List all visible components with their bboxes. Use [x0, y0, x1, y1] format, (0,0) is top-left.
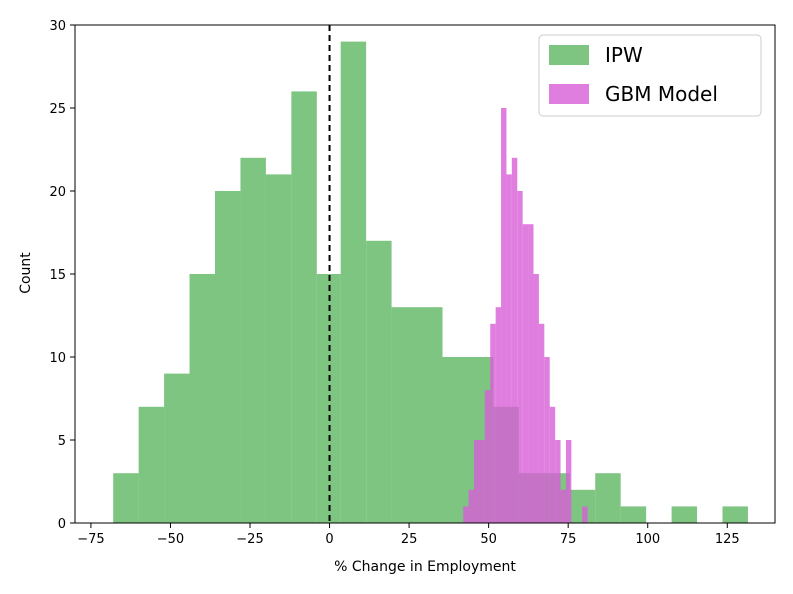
ipw-bar-5 — [240, 157, 266, 524]
legend-label-ipw: IPW — [605, 43, 643, 67]
gbm-bar-8 — [506, 174, 512, 523]
ipw-bar-17 — [620, 506, 647, 523]
y-axis-ticks: 0 5 10 15 20 25 30 — [49, 19, 75, 532]
x-tick-label: 100 — [635, 532, 660, 547]
x-tick-label: 0 — [325, 532, 333, 547]
gbm-bar-17 — [555, 440, 561, 523]
legend: IPW GBM Model — [538, 34, 762, 117]
ipw-bar-9 — [340, 41, 367, 523]
x-tick-label: 25 — [401, 532, 418, 547]
x-tick-label: −50 — [157, 532, 184, 547]
y-tick-label: 15 — [49, 268, 66, 283]
gbm-bar-1 — [468, 489, 474, 523]
gbm-bar-10 — [517, 191, 523, 523]
legend-label-gbm-model: GBM Model — [605, 82, 718, 106]
x-axis-ticks: −75 −50 −25 0 25 50 75 100 125 — [77, 523, 740, 547]
ipw-bar-16 — [595, 473, 621, 523]
ipw-bar-11 — [391, 307, 443, 523]
gbm-bar-2 — [474, 440, 480, 523]
y-tick-label: 30 — [49, 19, 66, 34]
x-tick-label: −75 — [77, 532, 104, 547]
gbm-bar-5 — [490, 323, 496, 523]
ipw-bar-6 — [265, 174, 292, 523]
ipw-bar-3 — [189, 274, 215, 523]
gbm-bar-3 — [479, 440, 485, 523]
y-tick-label: 0 — [58, 517, 66, 532]
ipw-bar-0 — [113, 473, 139, 523]
legend-swatch-ipw — [549, 45, 589, 65]
gbm-bar-14 — [538, 323, 545, 523]
ipw-bar-18 — [671, 506, 698, 523]
ipw-bar-1 — [138, 406, 165, 523]
gbm-bar-19 — [565, 440, 572, 523]
gbm-bar-7 — [501, 108, 507, 523]
x-tick-label: 50 — [480, 532, 497, 547]
ipw-bar-2 — [164, 373, 190, 523]
gbm-bars — [463, 108, 588, 524]
gbm-bar-18 — [560, 489, 566, 523]
gbm-bar-4 — [484, 390, 491, 523]
gbm-bar-9 — [511, 157, 518, 524]
y-tick-label: 5 — [58, 434, 66, 449]
ipw-bar-4 — [215, 191, 241, 523]
y-tick-label: 20 — [49, 185, 66, 200]
y-axis-label: Count — [18, 252, 34, 294]
gbm-bar-20 — [582, 506, 588, 523]
gbm-bar-11 — [522, 224, 529, 523]
gbm-bar-15 — [544, 357, 550, 523]
gbm-bar-16 — [549, 406, 556, 523]
y-tick-label: 25 — [49, 102, 66, 117]
ipw-bar-10 — [366, 240, 392, 524]
gbm-bar-6 — [495, 307, 502, 523]
gbm-bar-0 — [463, 506, 469, 523]
gbm-bar-12 — [528, 224, 534, 523]
legend-frame — [538, 34, 762, 117]
x-tick-label: 125 — [715, 532, 740, 547]
y-tick-label: 10 — [49, 351, 66, 366]
x-axis-label: % Change in Employment — [334, 559, 516, 575]
x-tick-label: −25 — [236, 532, 263, 547]
gbm-bar-13 — [533, 274, 539, 523]
x-tick-label: 75 — [560, 532, 577, 547]
ipw-bar-7 — [291, 91, 317, 524]
legend-swatch-gbm-model — [549, 84, 589, 104]
ipw-bar-19 — [722, 506, 748, 523]
